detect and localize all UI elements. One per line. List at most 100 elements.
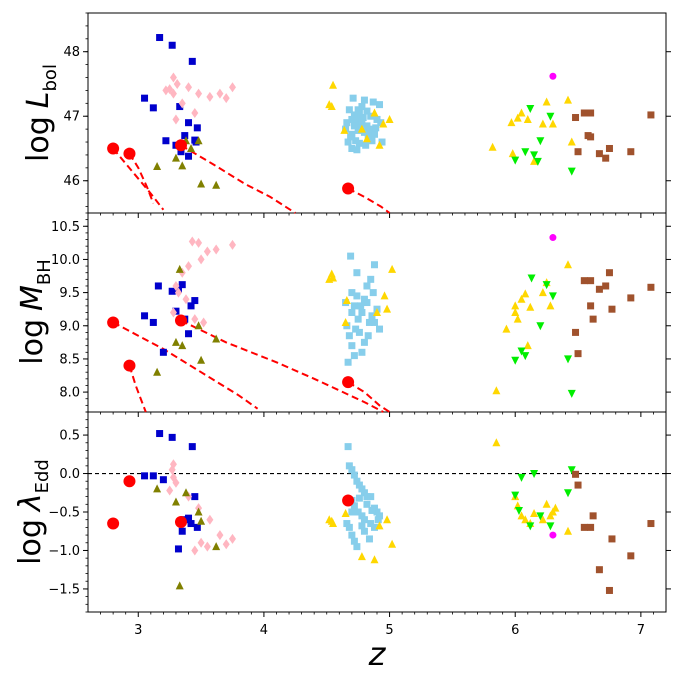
data-point-middle bbox=[347, 252, 355, 260]
data-point-bottom bbox=[344, 443, 352, 451]
data-point-bottom bbox=[171, 497, 180, 506]
data-point-middle bbox=[358, 309, 366, 316]
data-point-top bbox=[197, 179, 206, 188]
data-point-top bbox=[507, 118, 516, 127]
data-point-top bbox=[488, 142, 497, 151]
data-point-top bbox=[517, 108, 526, 117]
data-point-top bbox=[567, 167, 576, 176]
data-point-bottom bbox=[530, 470, 539, 479]
data-point-middle bbox=[197, 254, 205, 265]
data-point-bottom bbox=[168, 464, 176, 475]
data-point-top bbox=[548, 119, 557, 128]
data-point-middle bbox=[580, 277, 588, 285]
data-point-top bbox=[172, 114, 180, 125]
data-point-middle bbox=[175, 264, 184, 273]
data-point-top bbox=[149, 104, 157, 112]
data-point-middle bbox=[536, 322, 545, 331]
data-point-middle bbox=[200, 317, 208, 328]
xtick-label: 5 bbox=[385, 623, 393, 638]
data-point-top bbox=[107, 142, 120, 155]
data-point-middle bbox=[187, 302, 195, 310]
data-point-bottom bbox=[567, 466, 576, 475]
data-point-top bbox=[357, 124, 366, 133]
data-point-bottom bbox=[373, 508, 381, 516]
data-point-top bbox=[222, 93, 230, 104]
data-point-top bbox=[572, 114, 580, 122]
data-point-middle bbox=[521, 289, 530, 298]
data-point-middle bbox=[354, 315, 362, 323]
data-point-top bbox=[376, 101, 384, 109]
data-point-middle bbox=[364, 332, 372, 340]
data-point-top bbox=[195, 88, 203, 99]
data-point-middle bbox=[367, 275, 375, 283]
data-point-bottom bbox=[168, 433, 176, 441]
data-point-top bbox=[587, 109, 595, 117]
data-point-middle bbox=[174, 287, 182, 298]
data-point-top bbox=[360, 96, 368, 104]
data-point-middle bbox=[159, 348, 167, 356]
data-point-bottom bbox=[365, 535, 373, 543]
ylabel-top: log Lbol bbox=[21, 64, 61, 162]
data-point-middle bbox=[376, 325, 384, 333]
data-point-top bbox=[373, 115, 381, 123]
data-point-middle bbox=[153, 367, 162, 376]
data-point-bottom bbox=[363, 493, 371, 501]
data-point-middle bbox=[370, 261, 378, 269]
evolution-track-middle bbox=[112, 321, 259, 410]
data-point-bottom bbox=[360, 527, 368, 535]
data-point-top bbox=[595, 150, 603, 158]
data-point-top bbox=[511, 156, 520, 165]
ytick-label-middle: 9.0 bbox=[59, 319, 80, 334]
data-point-top bbox=[377, 119, 385, 127]
data-point-middle bbox=[574, 350, 582, 358]
data-point-bottom bbox=[174, 545, 182, 553]
data-point-middle bbox=[595, 285, 603, 293]
data-point-top bbox=[530, 156, 539, 165]
data-point-middle bbox=[605, 269, 613, 277]
data-point-top bbox=[156, 34, 164, 42]
ytick-label-bottom: −1.5 bbox=[48, 582, 80, 597]
data-point-top bbox=[508, 149, 517, 158]
evolution-track-middle bbox=[347, 381, 391, 413]
ylabel-middle: log MBH bbox=[15, 259, 55, 365]
data-point-middle bbox=[549, 234, 557, 242]
data-point-bottom bbox=[549, 531, 557, 539]
data-point-top bbox=[176, 103, 184, 111]
data-point-middle bbox=[327, 269, 336, 278]
data-point-middle bbox=[107, 316, 120, 329]
ylabel-middle-italic: M bbox=[15, 285, 50, 311]
data-point-top bbox=[185, 119, 193, 127]
data-point-bottom bbox=[517, 473, 526, 482]
data-point-top bbox=[353, 115, 361, 123]
data-point-bottom bbox=[563, 526, 572, 535]
data-point-bottom bbox=[370, 523, 378, 531]
data-point-top bbox=[647, 111, 655, 119]
data-point-top bbox=[191, 108, 199, 118]
data-point-bottom bbox=[191, 493, 199, 501]
points-layer bbox=[107, 34, 655, 594]
data-point-bottom bbox=[193, 523, 201, 531]
data-point-bottom bbox=[360, 489, 368, 497]
data-point-top bbox=[329, 80, 338, 89]
data-point-top bbox=[173, 78, 181, 89]
data-point-bottom bbox=[388, 539, 397, 548]
data-point-top bbox=[358, 103, 366, 111]
data-point-top bbox=[549, 72, 557, 80]
data-point-bottom bbox=[159, 476, 167, 484]
data-point-top bbox=[194, 136, 203, 145]
data-point-bottom bbox=[595, 566, 603, 574]
data-point-top bbox=[526, 104, 535, 113]
data-point-middle bbox=[353, 292, 361, 300]
data-point-middle bbox=[355, 328, 363, 336]
data-point-middle bbox=[370, 318, 378, 326]
data-point-top bbox=[177, 148, 185, 156]
data-point-bottom bbox=[172, 477, 180, 488]
data-point-middle bbox=[141, 312, 149, 320]
data-point-bottom bbox=[536, 512, 545, 521]
data-point-bottom bbox=[363, 500, 371, 508]
data-point-bottom bbox=[608, 535, 616, 543]
data-point-bottom bbox=[191, 545, 199, 556]
data-point-middle bbox=[517, 347, 526, 356]
data-point-top bbox=[563, 95, 572, 104]
ylabel-top-sub: bol bbox=[40, 64, 61, 91]
